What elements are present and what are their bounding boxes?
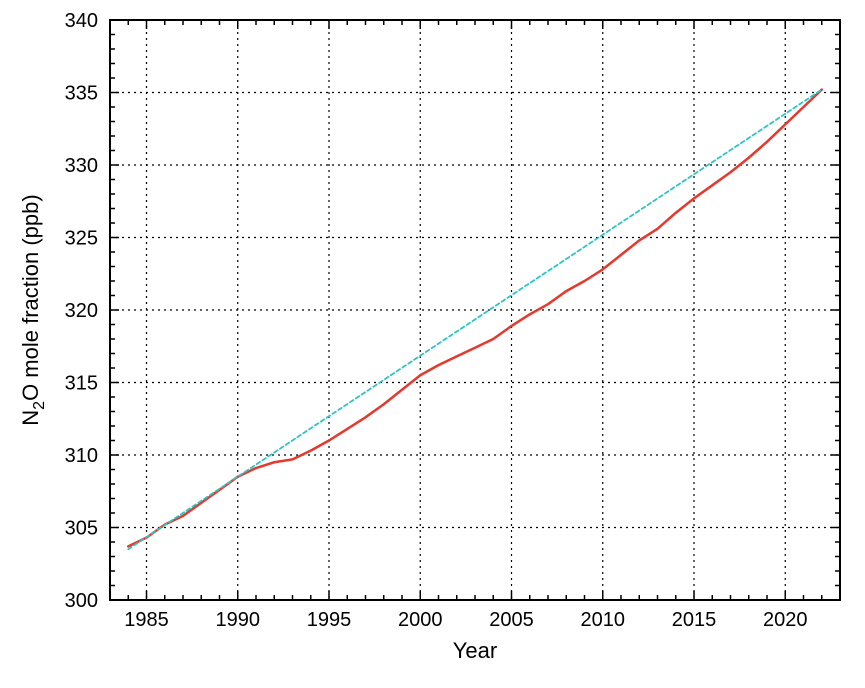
y-tick-label: 305 bbox=[65, 518, 98, 540]
x-tick-label: 1995 bbox=[307, 609, 352, 631]
y-tick-label: 325 bbox=[65, 228, 98, 250]
x-tick-label: 2010 bbox=[581, 609, 626, 631]
y-tick-label: 340 bbox=[65, 10, 98, 32]
x-tick-label: 1985 bbox=[124, 609, 169, 631]
y-tick-label: 315 bbox=[65, 373, 98, 395]
x-tick-label: 1990 bbox=[216, 609, 261, 631]
y-tick-label: 300 bbox=[65, 590, 98, 612]
chart-container: 1985 1990 1995 2000 2005 2010 2015 2020 300 305 31… bbox=[0, 0, 865, 688]
y-tick-label: 310 bbox=[65, 445, 98, 467]
x-tick-label: 2005 bbox=[489, 609, 534, 631]
y-tick-label: 335 bbox=[65, 83, 98, 105]
y-tick-label: 320 bbox=[65, 300, 98, 322]
x-tick-label: 2020 bbox=[763, 609, 808, 631]
x-tick-label: 2000 bbox=[398, 609, 443, 631]
x-tick-label: 2015 bbox=[672, 609, 717, 631]
x-axis-label: Year bbox=[453, 638, 497, 663]
n2o-chart: 1985 1990 1995 2000 2005 2010 2015 2020 300 305 31… bbox=[0, 0, 865, 688]
y-tick-label: 330 bbox=[65, 155, 98, 177]
